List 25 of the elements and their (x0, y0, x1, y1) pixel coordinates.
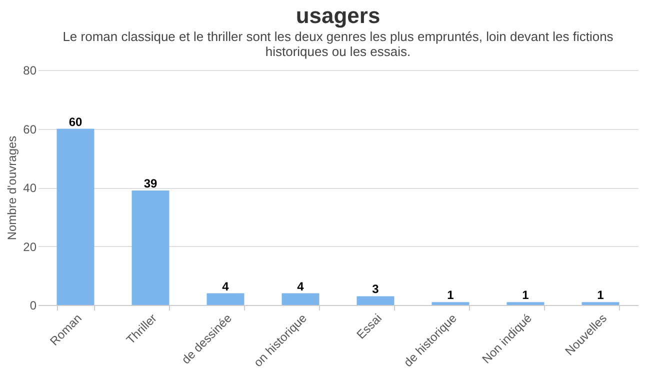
y-tick-label: 60 (23, 122, 37, 136)
bar (282, 293, 320, 305)
bar (206, 293, 244, 305)
y-tick-label: 0 (30, 298, 37, 312)
chart-title: usagers (296, 3, 380, 28)
text: historiques ou les essais. (265, 44, 411, 59)
bar (432, 302, 470, 305)
data-label: 1 (447, 288, 454, 302)
bar (582, 302, 620, 305)
y-axis-title: Nombre d'ouvrages (5, 136, 20, 240)
bar (56, 128, 94, 305)
data-label: 39 (144, 176, 158, 190)
bar (356, 296, 394, 305)
bar (506, 302, 544, 305)
data-label: 3 (372, 282, 380, 296)
data-label: 1 (597, 288, 604, 302)
data-label: 60 (68, 114, 82, 129)
y-tick-label: 20 (23, 240, 37, 254)
y-tick-label: 40 (23, 181, 37, 195)
text: Le roman classique et le thriller sont les deux genres les plus empruntés, loin devant les fictions (62, 29, 614, 44)
data-label: 4 (222, 279, 230, 294)
y-tick-label: 80 (23, 64, 37, 78)
bar (132, 190, 170, 305)
data-label: 1 (522, 288, 530, 302)
data-label: 4 (297, 279, 304, 294)
